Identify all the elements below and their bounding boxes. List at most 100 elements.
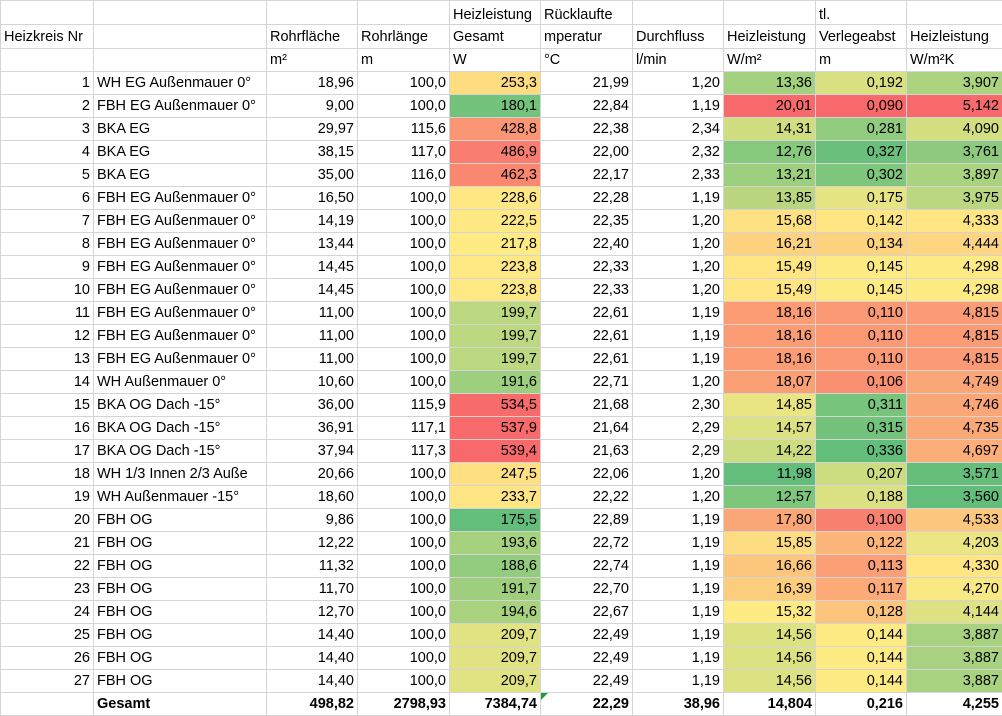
cell-heizleistung_m2[interactable]: 11,98 — [724, 463, 816, 486]
header-cell-heizleistung_m2[interactable] — [724, 1, 816, 25]
cell-rohrflaeche[interactable]: 29,97 — [267, 118, 358, 141]
cell-rohrlaenge[interactable]: 100,0 — [358, 509, 450, 532]
cell-ruecklauf[interactable]: 22,61 — [541, 348, 633, 371]
cell-rohrlaenge[interactable]: 115,6 — [358, 118, 450, 141]
cell-verlegeabstand[interactable]: 0,281 — [816, 118, 907, 141]
cell-name[interactable]: FBH OG — [94, 578, 267, 601]
cell-heizleistung_m2[interactable]: 12,57 — [724, 486, 816, 509]
cell-name[interactable]: BKA OG Dach -15° — [94, 440, 267, 463]
cell-heizleistung_gesamt[interactable]: 180,1 — [450, 95, 541, 118]
cell-verlegeabstand[interactable]: 0,110 — [816, 302, 907, 325]
header-cell-nr[interactable] — [1, 1, 94, 25]
unit-cell-rohrflaeche[interactable]: m² — [267, 49, 358, 72]
cell-verlegeabstand[interactable]: 0,110 — [816, 325, 907, 348]
cell-heizleistung_m2[interactable]: 14,56 — [724, 647, 816, 670]
cell-heizleistung_gesamt[interactable]: 537,9 — [450, 417, 541, 440]
cell-heizleistung_m2k[interactable]: 5,142 — [907, 95, 1002, 118]
cell-verlegeabstand[interactable]: 0,100 — [816, 509, 907, 532]
cell-heizleistung_m2[interactable]: 15,49 — [724, 256, 816, 279]
cell-rohrflaeche[interactable]: 18,60 — [267, 486, 358, 509]
cell-rohrflaeche[interactable]: 38,15 — [267, 141, 358, 164]
cell-heizleistung_m2k[interactable]: 3,907 — [907, 72, 1002, 95]
cell-ruecklauf[interactable]: 22,61 — [541, 302, 633, 325]
cell-rohrflaeche[interactable]: 14,19 — [267, 210, 358, 233]
cell-heizleistung_gesamt[interactable]: 534,5 — [450, 394, 541, 417]
header-cell-nr[interactable]: Heizkreis Nr — [1, 25, 94, 49]
cell-verlegeabstand[interactable]: 0,122 — [816, 532, 907, 555]
unit-cell-ruecklauf[interactable]: °C — [541, 49, 633, 72]
header-cell-rohrlaenge[interactable]: Rohrlänge — [358, 25, 450, 49]
cell-heizleistung_gesamt[interactable]: 209,7 — [450, 670, 541, 693]
cell-heizleistung_m2k[interactable]: 4,746 — [907, 394, 1002, 417]
cell-heizleistung_m2k[interactable]: 4,749 — [907, 371, 1002, 394]
cell-heizleistung_m2[interactable]: 13,21 — [724, 164, 816, 187]
cell-ruecklauf[interactable]: 22,84 — [541, 95, 633, 118]
cell-heizleistung_gesamt[interactable]: 209,7 — [450, 647, 541, 670]
cell-verlegeabstand[interactable]: 0,144 — [816, 647, 907, 670]
cell-verlegeabstand[interactable]: 0,144 — [816, 624, 907, 647]
cell-name[interactable]: FBH EG Außenmauer 0° — [94, 348, 267, 371]
cell-name[interactable]: BKA EG — [94, 141, 267, 164]
cell-heizleistung_m2k[interactable]: 4,090 — [907, 118, 1002, 141]
cell-ruecklauf[interactable]: 22,38 — [541, 118, 633, 141]
cell-heizleistung_m2k[interactable]: 4,735 — [907, 417, 1002, 440]
header-cell-ruecklauf[interactable]: Rücklaufte — [541, 1, 633, 25]
total-cell-rohrlaenge[interactable]: 2798,93 — [358, 693, 450, 716]
cell-rohrflaeche[interactable]: 14,40 — [267, 647, 358, 670]
cell-ruecklauf[interactable]: 22,35 — [541, 210, 633, 233]
cell-heizleistung_gesamt[interactable]: 228,6 — [450, 187, 541, 210]
cell-verlegeabstand[interactable]: 0,302 — [816, 164, 907, 187]
cell-nr[interactable]: 19 — [1, 486, 94, 509]
cell-nr[interactable]: 23 — [1, 578, 94, 601]
cell-heizleistung_gesamt[interactable]: 428,8 — [450, 118, 541, 141]
cell-ruecklauf[interactable]: 22,70 — [541, 578, 633, 601]
cell-heizleistung_gesamt[interactable]: 191,7 — [450, 578, 541, 601]
cell-heizleistung_m2[interactable]: 14,56 — [724, 624, 816, 647]
cell-heizleistung_m2[interactable]: 15,85 — [724, 532, 816, 555]
cell-rohrflaeche[interactable]: 11,00 — [267, 348, 358, 371]
cell-heizleistung_m2[interactable]: 16,21 — [724, 233, 816, 256]
cell-rohrlaenge[interactable]: 100,0 — [358, 486, 450, 509]
cell-heizleistung_m2[interactable]: 18,16 — [724, 302, 816, 325]
cell-verlegeabstand[interactable]: 0,175 — [816, 187, 907, 210]
total-cell-ruecklauf[interactable]: 22,29 — [541, 693, 633, 716]
cell-nr[interactable]: 3 — [1, 118, 94, 141]
cell-ruecklauf[interactable]: 21,63 — [541, 440, 633, 463]
cell-rohrlaenge[interactable]: 100,0 — [358, 578, 450, 601]
cell-name[interactable]: BKA OG Dach -15° — [94, 417, 267, 440]
cell-name[interactable]: FBH EG Außenmauer 0° — [94, 210, 267, 233]
cell-durchfluss[interactable]: 2,32 — [633, 141, 724, 164]
cell-heizleistung_gesamt[interactable]: 253,3 — [450, 72, 541, 95]
cell-durchfluss[interactable]: 1,20 — [633, 371, 724, 394]
cell-name[interactable]: FBH OG — [94, 624, 267, 647]
cell-nr[interactable]: 4 — [1, 141, 94, 164]
cell-rohrlaenge[interactable]: 100,0 — [358, 233, 450, 256]
cell-nr[interactable]: 15 — [1, 394, 94, 417]
cell-heizleistung_gesamt[interactable]: 223,8 — [450, 279, 541, 302]
cell-heizleistung_gesamt[interactable]: 191,6 — [450, 371, 541, 394]
header-cell-rohrflaeche[interactable] — [267, 1, 358, 25]
header-cell-verlegeabstand[interactable]: Verlegeabst — [816, 25, 907, 49]
cell-rohrlaenge[interactable]: 100,0 — [358, 601, 450, 624]
cell-rohrflaeche[interactable]: 9,86 — [267, 509, 358, 532]
total-cell-nr[interactable] — [1, 693, 94, 716]
cell-rohrflaeche[interactable]: 18,96 — [267, 72, 358, 95]
cell-heizleistung_m2[interactable]: 18,16 — [724, 348, 816, 371]
cell-verlegeabstand[interactable]: 0,110 — [816, 348, 907, 371]
cell-durchfluss[interactable]: 1,20 — [633, 233, 724, 256]
cell-ruecklauf[interactable]: 22,17 — [541, 164, 633, 187]
cell-heizleistung_gesamt[interactable]: 222,5 — [450, 210, 541, 233]
cell-heizleistung_m2k[interactable]: 3,560 — [907, 486, 1002, 509]
total-cell-heizleistung_m2[interactable]: 14,804 — [724, 693, 816, 716]
cell-heizleistung_m2k[interactable]: 3,897 — [907, 164, 1002, 187]
total-cell-durchfluss[interactable]: 38,96 — [633, 693, 724, 716]
cell-heizleistung_gesamt[interactable]: 194,6 — [450, 601, 541, 624]
cell-durchfluss[interactable]: 1,19 — [633, 624, 724, 647]
cell-durchfluss[interactable]: 1,20 — [633, 72, 724, 95]
cell-verlegeabstand[interactable]: 0,311 — [816, 394, 907, 417]
header-cell-verlegeabstand[interactable]: tl. — [816, 1, 907, 25]
cell-rohrlaenge[interactable]: 117,3 — [358, 440, 450, 463]
cell-rohrlaenge[interactable]: 100,0 — [358, 256, 450, 279]
cell-rohrflaeche[interactable]: 11,00 — [267, 302, 358, 325]
header-cell-heizleistung_gesamt[interactable]: Gesamt — [450, 25, 541, 49]
